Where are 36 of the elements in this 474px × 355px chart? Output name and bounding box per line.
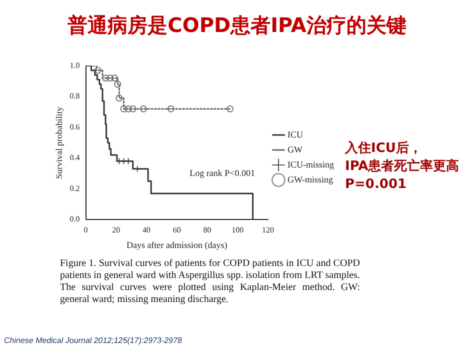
x-tick-label: 100	[232, 225, 244, 234]
x-tick-label: 20	[112, 225, 120, 234]
point	[111, 74, 118, 82]
x-tick-label: 120	[262, 225, 274, 234]
point	[114, 80, 122, 88]
y-axis-title: Survival probability	[54, 106, 64, 179]
point	[94, 66, 102, 74]
point	[226, 105, 234, 112]
annotation: Log rank P<0.001	[190, 168, 255, 178]
y-tick-label: 1.0	[70, 60, 80, 70]
point	[129, 105, 136, 112]
point	[116, 94, 123, 102]
y-tick-label: 0.8	[70, 92, 80, 101]
point	[140, 105, 147, 112]
text: Chinese Medical Journal 2012;125(17):2973-2978	[4, 336, 182, 345]
y-tick-label: 0.6	[70, 122, 80, 132]
legend-label: GW	[288, 144, 303, 154]
point	[106, 74, 114, 82]
text: 入住ICU后， IPA患者死亡率更高 P=0.001	[345, 140, 460, 194]
y-tick-label: 0.4	[70, 153, 80, 162]
x-tick-label: 80	[203, 225, 212, 234]
chart-title: 普通病房是COPD患者IPA治疗的关键	[66, 12, 408, 39]
legend-label: ICU	[288, 129, 304, 140]
point	[102, 74, 110, 82]
caption: Figure 1. Survival curves of patients for COPD patients in ICU and COPD patients in general ward with Aspergillus spp. isolation from LRT samples. The survival curves were plotted using Kaplan-Meier method. GW: general ward; missing meaning discharge.	[60, 258, 360, 306]
x-tick-label: 0	[84, 225, 88, 234]
x-axis-title: Days after admission (days)	[126, 240, 228, 250]
point	[124, 105, 132, 112]
legend-label: GW-missing	[288, 174, 334, 184]
y-tick-label: 0.2	[70, 184, 80, 193]
legend-label: ICU-missing	[288, 159, 335, 170]
point	[120, 105, 128, 112]
x-tick-label: 40	[142, 225, 151, 234]
point	[167, 105, 174, 112]
x-tick-label: 60	[172, 225, 181, 234]
y-tick-label: 0.0	[70, 214, 80, 224]
